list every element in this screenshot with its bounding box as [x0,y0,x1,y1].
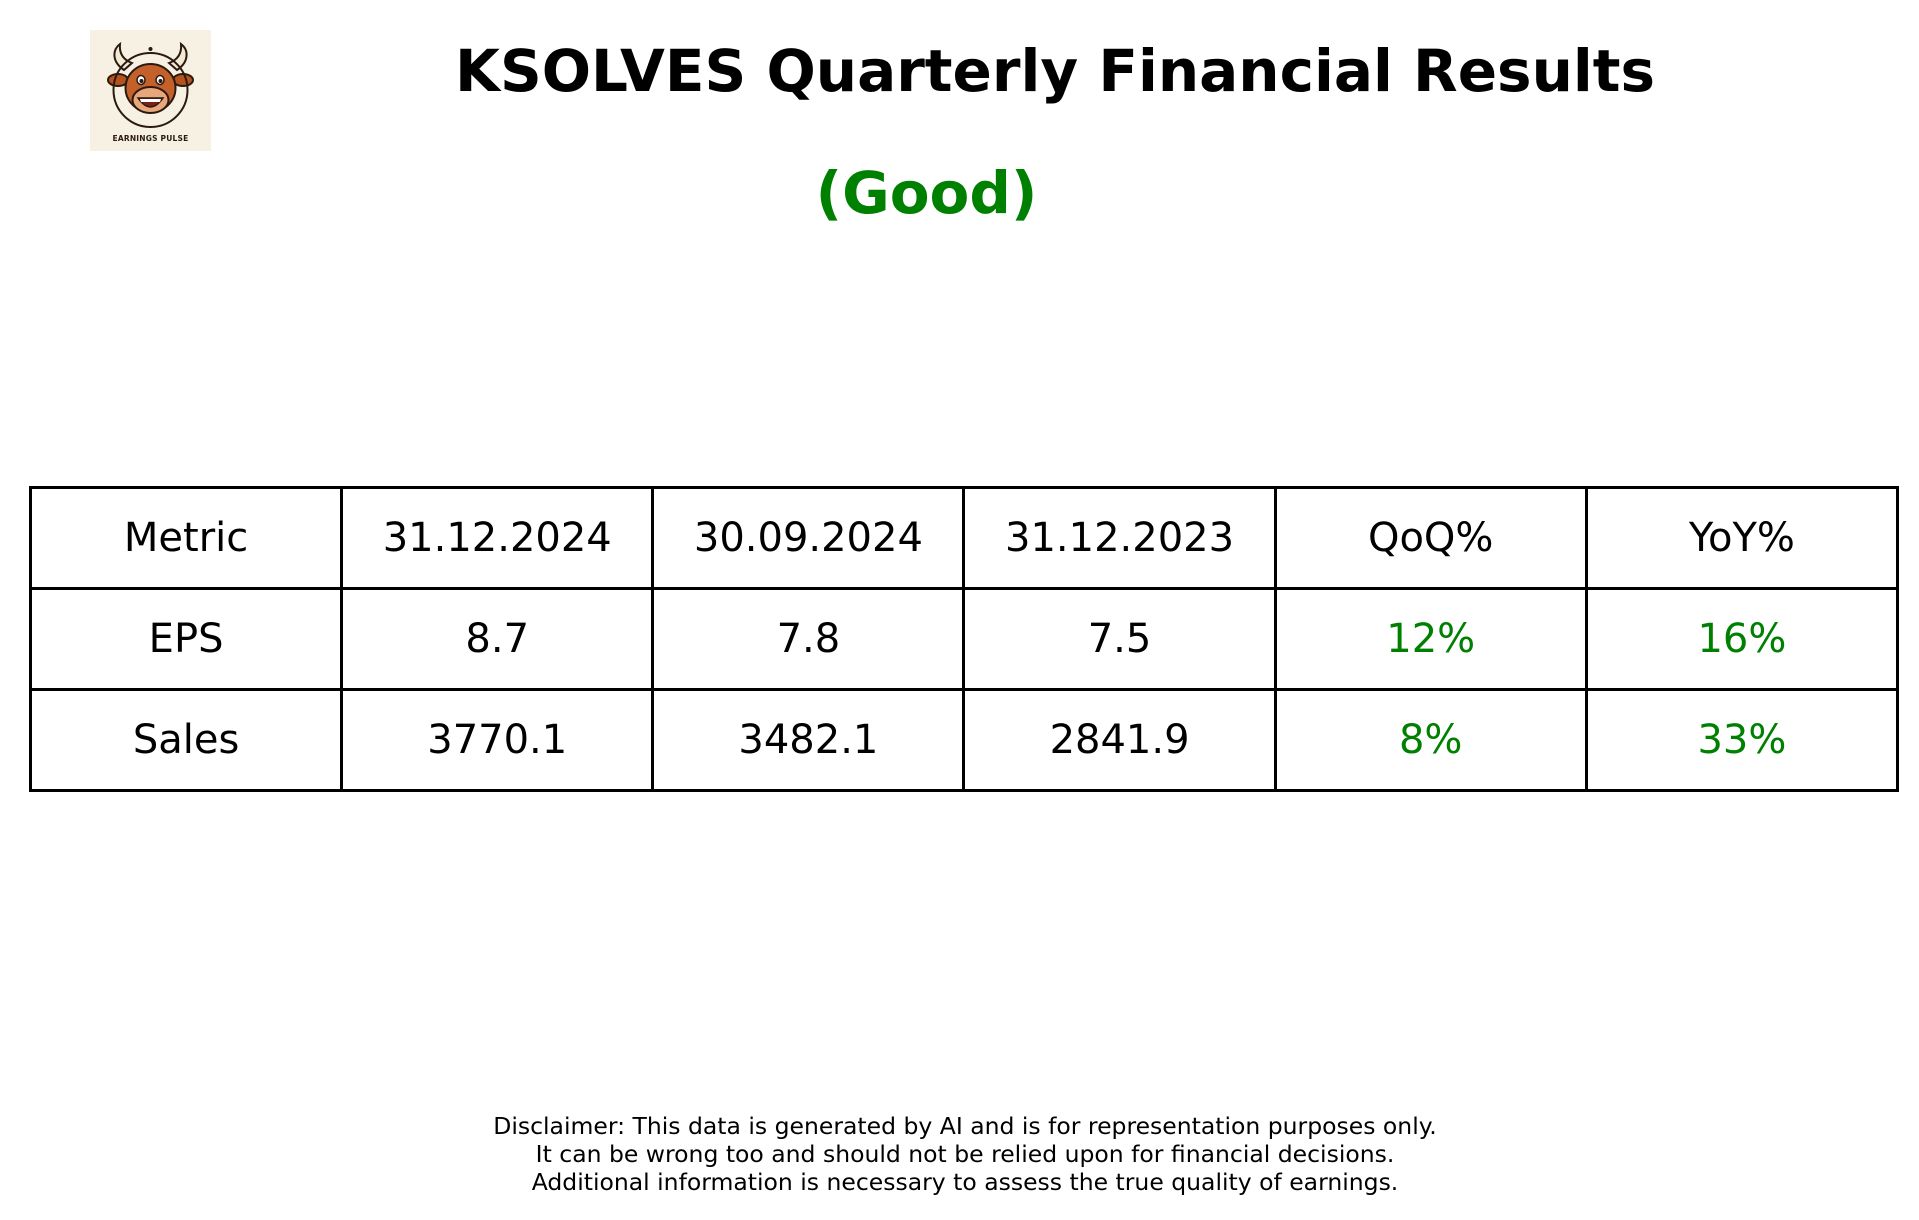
metric-name-cell: Sales [28,688,344,792]
disclaimer-line: It can be wrong too and should not be re… [535,1140,1395,1168]
table-header-cell: YoY% [1584,486,1900,590]
value-cell: 3482.1 [651,688,966,792]
disclaimer-line: Disclaimer: This data is generated by AI… [493,1112,1437,1140]
value-cell: 8.7 [340,587,655,691]
change-percent-cell: 8% [1273,688,1588,792]
page-title: KSOLVES Quarterly Financial Results [455,37,1655,105]
change-percent-cell: 16% [1584,587,1900,691]
table-row: Sales 3770.1 3482.1 2841.9 8% 33% [28,688,1900,792]
table-header-cell: 31.12.2023 [962,486,1277,590]
value-cell: 2841.9 [962,688,1277,792]
table-header-cell: 30.09.2024 [651,486,966,590]
table-header-row: Metric 31.12.2024 30.09.2024 31.12.2023 QoQ%… [28,486,1900,590]
table-header-cell: Metric [28,486,344,590]
disclaimer: Disclaimer: This data is generated by AI… [0,1112,1919,1196]
rating-label: (Good) [815,159,1038,227]
table-header-cell: QoQ% [1273,486,1588,590]
table-row: EPS 8.7 7.8 7.5 12% 16% [28,587,1900,691]
disclaimer-line: Additional information is necessary to a… [531,1168,1399,1196]
value-cell: 7.8 [651,587,966,691]
change-percent-cell: 12% [1273,587,1588,691]
bull-mascot-icon [107,41,194,128]
change-percent-cell: 33% [1584,688,1900,792]
earnings-pulse-logo: EARNINGS PULSE [90,30,211,151]
table-header-cell: 31.12.2024 [340,486,655,590]
metric-name-cell: EPS [28,587,344,691]
results-table: Metric 31.12.2024 30.09.2024 31.12.2023 QoQ%… [28,486,1900,792]
value-cell: 3770.1 [340,688,655,792]
logo-label: EARNINGS PULSE [112,134,189,143]
value-cell: 7.5 [962,587,1277,691]
